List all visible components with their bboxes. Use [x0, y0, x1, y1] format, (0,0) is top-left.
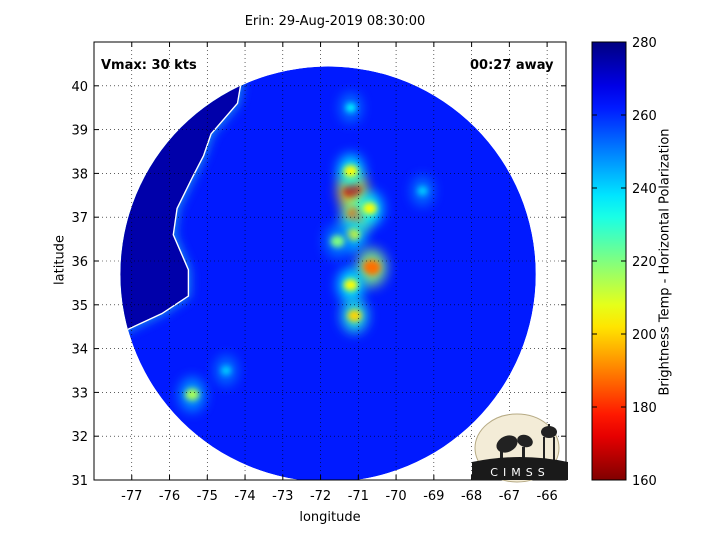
x-tick-labels: -77 -76 -75 -74 -73 -72 -71 -70 -69 -68 -67 -66 — [121, 42, 558, 504]
colorbar-tick-labels: 160 180 200 220 240 260 280 — [592, 36, 657, 489]
colorbar-label: Brightness Temp - Horizontal Polarizatio… — [657, 128, 673, 396]
x-axis-label: longitude — [299, 510, 361, 525]
grid-layer — [94, 42, 566, 480]
colorbar-tick-label: 220 — [632, 255, 657, 270]
convective-cell — [330, 235, 345, 248]
chart-title: Erin: 29-Aug-2019 08:30:00 — [244, 14, 426, 29]
cimss-logo: CIMSS — [472, 413, 568, 483]
y-tick-label: 35 — [71, 299, 88, 314]
convective-cell — [345, 103, 356, 112]
logo-text: CIMSS — [490, 466, 549, 479]
x-tick-label: -73 — [272, 489, 293, 504]
y-tick-labels: 31 32 33 34 35 36 37 38 39 40 — [71, 80, 566, 489]
colorbar-tick-label: 160 — [632, 474, 657, 489]
logo-dish-icon — [496, 434, 533, 462]
colorbar-tick-label: 200 — [632, 328, 657, 343]
x-tick-label: -75 — [197, 489, 218, 504]
y-tick-label: 33 — [71, 386, 88, 401]
x-tick-label: -72 — [310, 489, 331, 504]
x-tick-label: -70 — [385, 489, 406, 504]
x-tick-label: -76 — [159, 489, 180, 504]
y-tick-label: 36 — [71, 255, 88, 270]
y-tick-label: 31 — [71, 474, 88, 489]
coastline — [120, 66, 246, 332]
x-tick-label: -66 — [537, 489, 558, 504]
colorbar-tick-label: 280 — [632, 36, 657, 51]
x-tick-label: -67 — [499, 489, 520, 504]
colorbar-tick-label: 180 — [632, 401, 657, 416]
y-tick-label: 34 — [71, 343, 88, 358]
y-tick-label: 32 — [71, 430, 88, 445]
colorbar-tick-label: 240 — [632, 182, 657, 197]
y-tick-label: 38 — [71, 167, 88, 182]
logo-tower-icon — [541, 424, 557, 462]
y-tick-label: 40 — [71, 80, 88, 95]
convective-cell — [347, 309, 362, 322]
x-tick-label: -77 — [121, 489, 142, 504]
x-tick-label: -74 — [234, 489, 255, 504]
y-tick-label: 37 — [71, 211, 88, 226]
colorbar: 160 180 200 220 240 260 280 — [591, 36, 657, 489]
convective-cell — [417, 186, 428, 196]
colorbar-scale — [591, 41, 627, 481]
x-tick-label: -69 — [423, 489, 444, 504]
convective-cell — [362, 259, 381, 276]
logo-band — [472, 457, 568, 480]
time-away-label: 00:27 away — [470, 58, 554, 73]
colorbar-tick-label: 260 — [632, 109, 657, 124]
convective-cell — [185, 388, 200, 401]
y-axis-label: latitude — [52, 235, 68, 285]
convective-cell — [221, 366, 232, 375]
vmax-label: Vmax: 30 kts — [101, 58, 197, 73]
x-tick-label: -68 — [461, 489, 482, 504]
convective-cell — [343, 279, 358, 292]
x-tick-label: -71 — [348, 489, 369, 504]
convective-cell — [343, 165, 358, 178]
convective-cell — [362, 202, 377, 215]
y-tick-label: 39 — [71, 124, 88, 139]
